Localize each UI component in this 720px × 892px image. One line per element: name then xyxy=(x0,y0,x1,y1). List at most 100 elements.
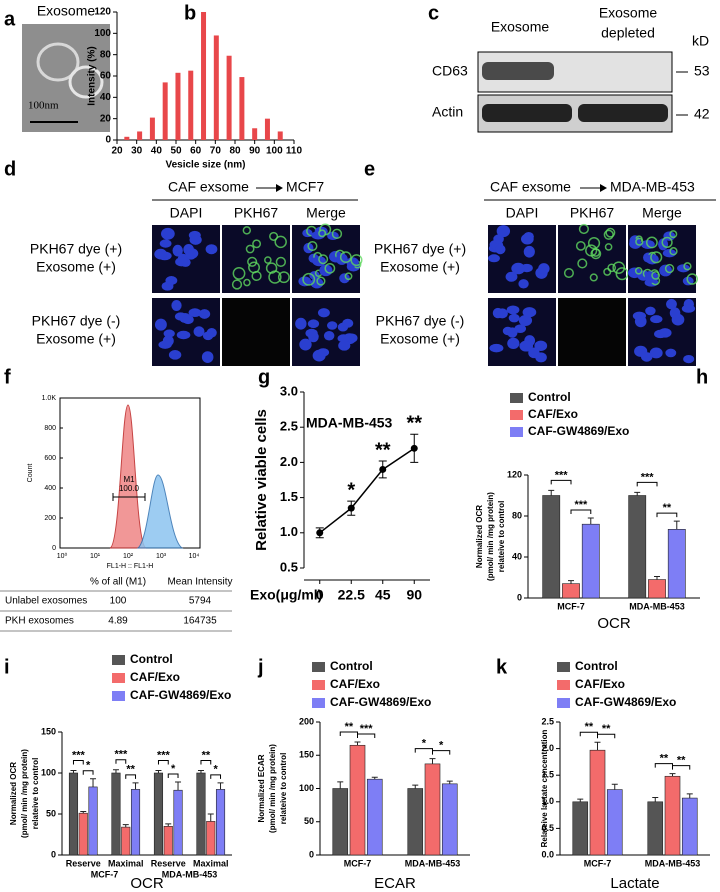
column-header: Exosome xyxy=(599,5,658,21)
row-label: PKH67 dye (+) xyxy=(374,241,466,257)
significance-bracket xyxy=(200,760,212,765)
y-axis-label: relateive to control xyxy=(31,758,40,830)
nucleus xyxy=(189,234,202,245)
legend-label: CAF/Exo xyxy=(330,677,380,691)
bar xyxy=(667,529,686,599)
significance: * xyxy=(213,764,218,776)
gate-label: M1 xyxy=(123,475,135,484)
marker-label: 42 xyxy=(694,106,710,122)
nucleus xyxy=(514,324,527,333)
nucleus xyxy=(154,318,167,331)
point xyxy=(379,465,387,473)
nucleus xyxy=(650,315,663,324)
y-tick-label: 100 xyxy=(299,783,314,793)
vesicle-stain xyxy=(318,229,327,238)
y-tick-label: 50 xyxy=(304,816,314,826)
error-bar xyxy=(652,797,659,802)
error-bar xyxy=(371,776,378,780)
x-axis-label: OCR xyxy=(597,615,631,632)
legend-swatch xyxy=(557,662,570,672)
y-tick-label: 50 xyxy=(46,808,56,818)
vesicle-stain xyxy=(243,278,251,287)
nucleus xyxy=(172,244,183,257)
bar xyxy=(562,583,580,599)
nucleus xyxy=(665,348,677,358)
x-tick-label: MCF-7 xyxy=(344,858,372,868)
row-label: PKH67 dye (+) xyxy=(30,241,122,257)
error-bar xyxy=(429,758,436,764)
nucleus xyxy=(519,340,534,352)
y-tick-label: 20 xyxy=(100,113,112,124)
y-tick-label: 40 xyxy=(100,92,112,103)
gate-value: 100.0 xyxy=(119,484,140,493)
y-tick-label: 200 xyxy=(299,716,314,726)
nucleus xyxy=(201,351,214,363)
y-axis-label: (pmol/ min /mg protein) xyxy=(20,749,29,838)
nucleus xyxy=(528,347,540,359)
vesicle-stain xyxy=(248,261,261,274)
bar xyxy=(153,772,164,856)
nucleus xyxy=(326,321,338,330)
header-source: CAF exsome xyxy=(490,179,571,195)
error-bar xyxy=(673,520,680,530)
significance-bracket xyxy=(210,774,222,779)
significance-bracket xyxy=(570,509,592,515)
vesicle-stain xyxy=(650,251,663,264)
nucleus xyxy=(641,352,653,362)
significance: ** xyxy=(663,502,672,514)
nucleus xyxy=(346,257,359,267)
vesicle-stain xyxy=(603,267,612,276)
column-header: DAPI xyxy=(170,205,203,221)
vesicle-stain xyxy=(275,256,287,268)
legend-swatch xyxy=(510,393,523,403)
row-label: PKH67 dye (-) xyxy=(376,313,465,329)
error-bar xyxy=(654,575,660,580)
vesicle-stain xyxy=(274,235,287,249)
vesicle-stain xyxy=(577,258,588,269)
error-bar xyxy=(568,580,574,584)
vesicle-stain xyxy=(232,266,246,280)
bar xyxy=(277,131,283,140)
significance: *** xyxy=(641,471,655,483)
micrograph xyxy=(558,298,626,366)
error-bar xyxy=(446,780,453,784)
vesicle-stain xyxy=(242,226,252,235)
vesicle xyxy=(36,42,80,82)
bar xyxy=(226,55,232,140)
table-header: % of all (M1) xyxy=(90,577,146,588)
x-tick-label: MCF-7 xyxy=(557,601,585,611)
bar xyxy=(628,495,647,599)
y-axis-label: (pmol/ min /mg protein) xyxy=(268,744,277,833)
significance: ** xyxy=(406,413,422,435)
panel-label: a xyxy=(4,8,16,30)
x-tick-label: 70 xyxy=(210,146,222,157)
error-bar xyxy=(80,811,87,814)
bar xyxy=(572,801,589,856)
nucleus xyxy=(295,317,307,330)
x-tick-label: 10⁴ xyxy=(189,553,200,560)
nucleus xyxy=(311,231,325,240)
y-tick-label: 0.5 xyxy=(541,823,554,833)
bar xyxy=(175,72,181,140)
nucleus xyxy=(337,334,350,343)
significance-bracket xyxy=(115,759,127,764)
significance: ** xyxy=(660,753,669,765)
nucleus xyxy=(489,343,504,353)
nucleus xyxy=(185,248,199,259)
x-tick-label: 110 xyxy=(286,146,303,157)
vesicle-stain xyxy=(605,227,616,238)
nucleus xyxy=(298,276,312,287)
table-cell: PKH exosomes xyxy=(5,616,74,627)
bar xyxy=(196,772,206,856)
header-target: MDA-MB-453 xyxy=(610,179,695,195)
x-axis-label: Lactate xyxy=(610,875,659,892)
vesicle-stain xyxy=(578,223,589,235)
vesicle-stain xyxy=(635,237,644,246)
bar xyxy=(424,763,441,856)
bar xyxy=(648,579,666,599)
vesicle-stain xyxy=(264,256,272,264)
vesicle-stain xyxy=(686,273,698,285)
legend-label: Control xyxy=(130,652,173,666)
bar xyxy=(88,786,98,856)
x-tick-label: 22.5 xyxy=(338,587,365,603)
